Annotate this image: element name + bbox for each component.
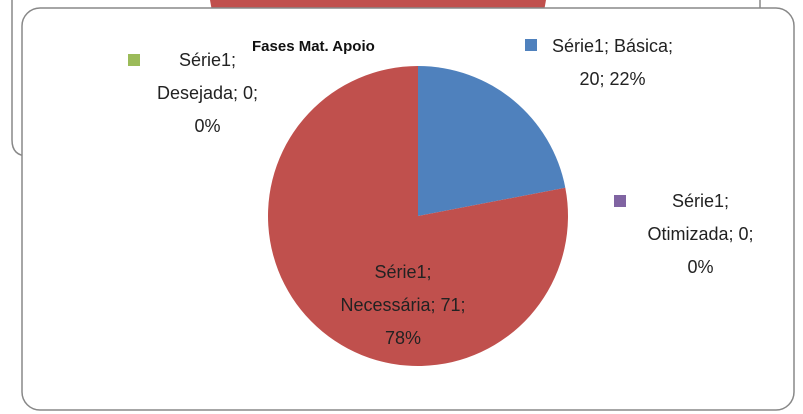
legend-key: [525, 39, 537, 51]
data-label: Série1; Otimizada; 0; 0%: [647, 191, 754, 277]
pie-slice: [418, 66, 566, 216]
legend-key: [614, 195, 626, 207]
data-label: Série1; Necessária; 71; 78%: [340, 262, 466, 348]
data-label: Série1; Desejada; 0; 0%: [156, 50, 259, 136]
data-label: Série1; Básica; 20; 22%: [551, 36, 674, 89]
legend-key: [128, 54, 140, 66]
chart-title: Fases Mat. Apoio: [252, 38, 375, 55]
pie-slice: [267, 66, 568, 366]
